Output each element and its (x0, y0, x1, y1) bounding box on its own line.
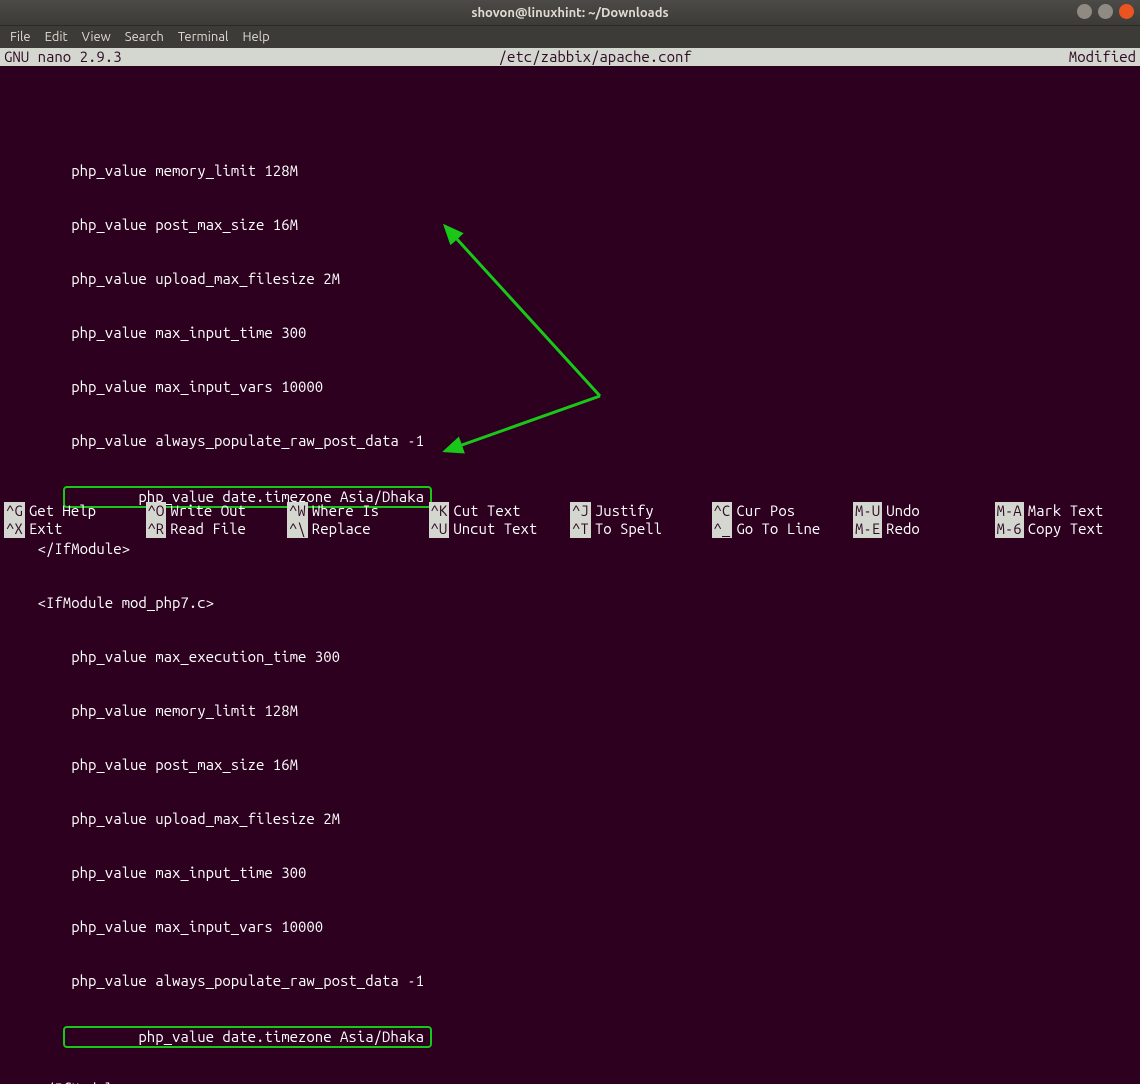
window-title: shovon@linuxhint: ~/Downloads (471, 6, 668, 20)
shortcut-go-to-line[interactable]: ^_Go To Line (712, 520, 854, 538)
nano-app-name: GNU nano 2.9.3 (4, 48, 122, 66)
shortcut-uncut-text[interactable]: ^UUncut Text (429, 520, 571, 538)
shortcut-copy-text[interactable]: M-6Copy Text (995, 520, 1137, 538)
code-line: php_value max_input_time 300 (0, 864, 1140, 882)
shortcut-row-2: ^XExit ^RRead File ^\Replace ^UUncut Tex… (4, 520, 1136, 538)
shortcut-get-help[interactable]: ^GGet Help (4, 502, 146, 520)
nano-status: Modified (1069, 48, 1136, 66)
code-line: php_value post_max_size 16M (0, 756, 1140, 774)
shortcut-where-is[interactable]: ^WWhere Is (287, 502, 429, 520)
maximize-icon[interactable] (1098, 4, 1113, 19)
code-line: php_value always_populate_raw_post_data … (0, 972, 1140, 990)
code-line: </IfModule> (0, 1080, 1140, 1084)
shortcut-undo[interactable]: M-UUndo (853, 502, 995, 520)
code-line: php_value max_execution_time 300 (0, 648, 1140, 666)
code-line: php_value memory_limit 128M (0, 702, 1140, 720)
code-line: php_value post_max_size 16M (0, 216, 1140, 234)
menu-view[interactable]: View (82, 30, 111, 44)
shortcut-read-file[interactable]: ^RRead File (146, 520, 288, 538)
terminal[interactable]: GNU nano 2.9.3 /etc/zabbix/apache.conf M… (0, 48, 1140, 1084)
code-line: <IfModule mod_php7.c> (0, 594, 1140, 612)
minimize-icon[interactable] (1077, 4, 1092, 19)
shortcut-cut-text[interactable]: ^KCut Text (429, 502, 571, 520)
highlight-box: php_value date.timezone Asia/Dhaka (63, 1026, 432, 1048)
titlebar: shovon@linuxhint: ~/Downloads (0, 0, 1140, 26)
shortcut-cur-pos[interactable]: ^CCur Pos (712, 502, 854, 520)
code-line: php_value upload_max_filesize 2M (0, 270, 1140, 288)
shortcut-row-1: ^GGet Help ^OWrite Out ^WWhere Is ^KCut … (4, 502, 1136, 520)
code-line: php_value upload_max_filesize 2M (0, 810, 1140, 828)
shortcut-replace[interactable]: ^\Replace (287, 520, 429, 538)
close-icon[interactable] (1119, 4, 1134, 19)
nano-statusbar: GNU nano 2.9.3 /etc/zabbix/apache.conf M… (0, 48, 1140, 66)
code-line: php_value max_input_vars 10000 (0, 378, 1140, 396)
nano-shortcuts: ^GGet Help ^OWrite Out ^WWhere Is ^KCut … (0, 502, 1140, 538)
menu-help[interactable]: Help (242, 30, 269, 44)
menu-file[interactable]: File (10, 30, 31, 44)
window-controls (1077, 4, 1134, 19)
menu-terminal[interactable]: Terminal (178, 30, 229, 44)
code-line: php_value memory_limit 128M (0, 162, 1140, 180)
shortcut-write-out[interactable]: ^OWrite Out (146, 502, 288, 520)
shortcut-mark-text[interactable]: M-AMark Text (995, 502, 1137, 520)
blank-line (0, 108, 1140, 126)
code-line: php_value max_input_time 300 (0, 324, 1140, 342)
code-line: php_value max_input_vars 10000 (0, 918, 1140, 936)
code-line-highlight: php_value date.timezone Asia/Dhaka (0, 1026, 1140, 1044)
shortcut-to-spell[interactable]: ^TTo Spell (570, 520, 712, 538)
menu-edit[interactable]: Edit (45, 30, 68, 44)
menubar: File Edit View Search Terminal Help (0, 26, 1140, 48)
editor-area[interactable]: php_value memory_limit 128M php_value po… (0, 66, 1140, 1084)
code-line: </IfModule> (0, 540, 1140, 558)
menu-search[interactable]: Search (125, 30, 164, 44)
code-line: php_value always_populate_raw_post_data … (0, 432, 1140, 450)
nano-filepath: /etc/zabbix/apache.conf (122, 48, 1069, 66)
shortcut-justify[interactable]: ^JJustify (570, 502, 712, 520)
shortcut-exit[interactable]: ^XExit (4, 520, 146, 538)
shortcut-redo[interactable]: M-ERedo (853, 520, 995, 538)
